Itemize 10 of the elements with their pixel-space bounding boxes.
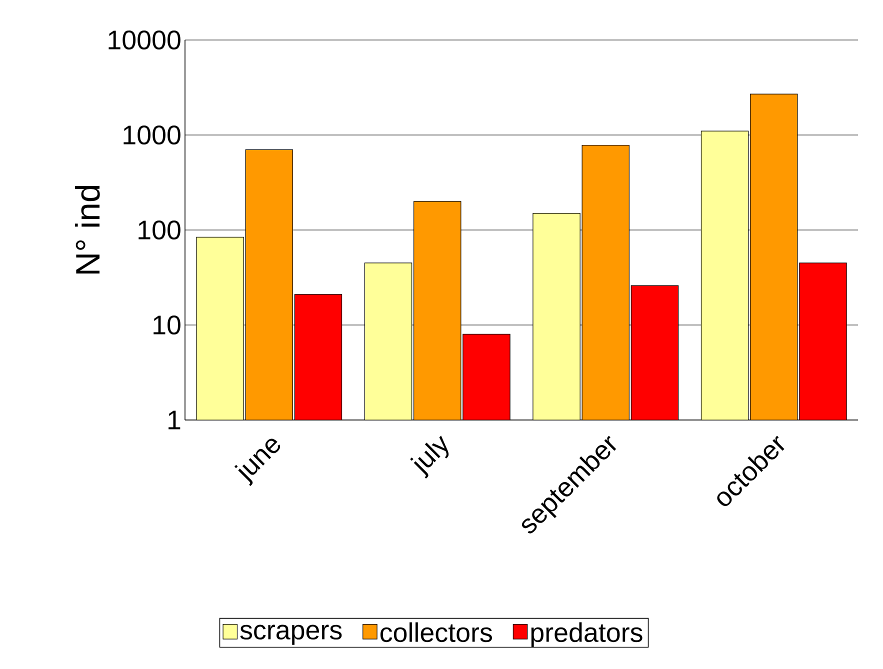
y-tick-label: 10000 [108, 30, 180, 50]
legend-label: collectors [380, 622, 492, 642]
legend-label: predators [531, 622, 642, 648]
x-tick-label: july [410, 436, 449, 479]
y-tick-label: 10 [154, 315, 180, 335]
y-tick-label: 1 [168, 410, 180, 430]
legend-label: scrapers [240, 624, 342, 645]
y-tick-label: 100 [138, 220, 180, 240]
y-axis-title: N° ind [74, 186, 100, 274]
y-tick-label: 1000 [124, 125, 180, 145]
